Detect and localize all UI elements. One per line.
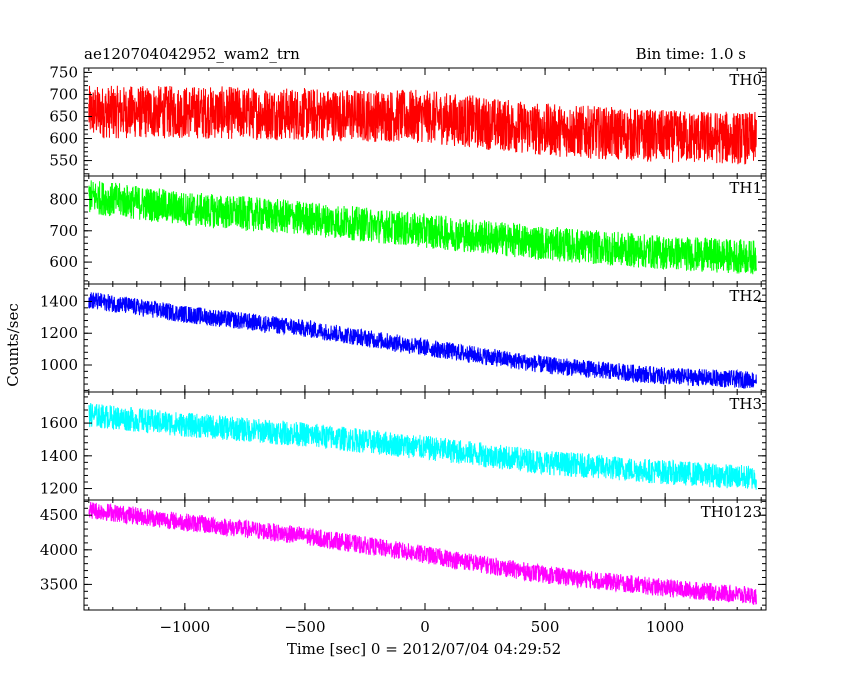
y-tick-label: 1600: [40, 414, 78, 432]
y-tick-label: 1400: [40, 447, 78, 465]
series-line-th0: [88, 85, 757, 165]
panel-label-th0: TH0: [729, 71, 762, 89]
y-tick-label: 800: [49, 190, 78, 208]
x-tick-label: −1000: [159, 618, 210, 636]
y-tick-label: 4500: [40, 506, 78, 524]
x-tick-label: 1000: [646, 618, 684, 636]
x-axis: −1000 −500 0 500 1000: [159, 618, 684, 636]
panel-th3: 1200 1400 1600 TH3: [40, 391, 767, 501]
y-tick-label: 650: [49, 107, 78, 125]
series-line-th0123: [88, 501, 757, 605]
y-tick-label: 600: [49, 130, 78, 148]
bin-time-label: Bin time: 1.0 s: [636, 45, 746, 63]
y-tick-label: 1000: [40, 356, 78, 374]
chart-title: ae120704042952_wam2_trn: [84, 45, 300, 63]
panel-frame: [83, 283, 767, 393]
y-tick-label: 1400: [40, 292, 78, 310]
y-tick-label: 3500: [40, 575, 78, 593]
y-axis-label: Counts/sec: [4, 303, 22, 387]
y-tick-label: 600: [49, 253, 78, 271]
panel-label-th2: TH2: [729, 287, 762, 305]
x-tick-label: 0: [420, 618, 430, 636]
panel-th0: 550 600 650 700 750 TH0: [49, 63, 767, 177]
panel-th0123: 3500 4000 4500 TH0123: [40, 499, 767, 611]
x-tick-label: −500: [284, 618, 325, 636]
panel-th1: 600 700 800 TH1: [49, 175, 767, 285]
y-tick-label: 750: [49, 63, 78, 81]
panel-label-th0123: TH0123: [701, 503, 762, 521]
y-tick-label: 550: [49, 152, 78, 170]
panels-group: 550 600 650 700 750 TH0 600 700 800 TH1 1000 1200 14…: [40, 63, 767, 611]
panel-th2: 1000 1200 1400 TH2: [40, 283, 767, 393]
y-tick-label: 1200: [40, 324, 78, 342]
y-tick-label: 4000: [40, 541, 78, 559]
y-tick-label: 700: [49, 222, 78, 240]
series-line-th3: [88, 402, 757, 490]
series-line-th2: [88, 292, 757, 389]
y-tick-label: 1200: [40, 480, 78, 498]
x-axis-label: Time [sec] 0 = 2012/07/04 04:29:52: [287, 640, 561, 658]
y-tick-label: 700: [49, 85, 78, 103]
series-line-th1: [88, 180, 757, 275]
x-tick-label: 500: [531, 618, 560, 636]
panel-label-th1: TH1: [729, 179, 762, 197]
panel-label-th3: TH3: [729, 395, 762, 413]
